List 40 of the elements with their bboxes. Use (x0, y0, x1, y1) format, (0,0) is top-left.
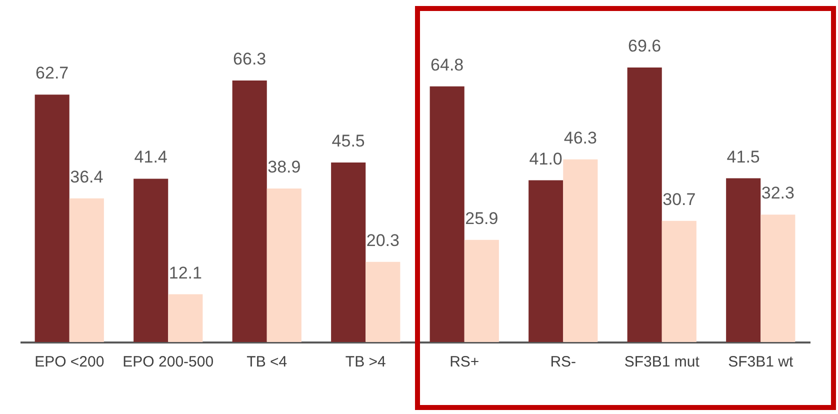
data-label: 25.9 (465, 208, 498, 228)
bar (627, 67, 662, 342)
bar (528, 180, 564, 342)
x-tick-label: EPO 200-500 (122, 354, 214, 370)
data-label: 30.7 (662, 190, 696, 209)
data-label: 66.3 (233, 49, 266, 68)
data-label: 62.7 (36, 64, 69, 83)
x-tick-label: RS+ (450, 354, 480, 370)
x-tick-label: EPO <200 (34, 354, 104, 370)
data-label: 12.1 (168, 263, 202, 282)
data-label: 45.5 (332, 132, 365, 151)
data-label: 41.5 (726, 147, 760, 166)
x-tick-label: TB >4 (345, 354, 386, 370)
x-tick-label: RS- (550, 354, 576, 370)
bar (662, 220, 696, 342)
data-label: 38.9 (268, 158, 301, 177)
bar (34, 94, 70, 342)
bar (464, 240, 499, 342)
bar (331, 162, 366, 342)
bar (563, 159, 598, 342)
bar (168, 294, 203, 342)
bar (726, 178, 761, 342)
data-label: 41.0 (529, 149, 562, 168)
data-label: 69.6 (628, 36, 662, 56)
data-label: 41.4 (134, 148, 168, 167)
x-tick-label: TB <4 (246, 354, 288, 370)
data-label: 20.3 (366, 230, 400, 250)
data-label: 46.3 (564, 128, 597, 148)
bar (366, 262, 400, 342)
data-label: 36.4 (70, 167, 104, 186)
bar (266, 188, 302, 342)
bar (760, 214, 796, 342)
x-tick-label: SF3B1 wt (728, 354, 794, 370)
bar (134, 178, 168, 342)
bar (232, 80, 267, 342)
bar (69, 198, 104, 342)
x-tick-label: SF3B1 mut (624, 354, 700, 370)
bar (430, 86, 464, 342)
data-label: 32.3 (761, 184, 794, 203)
data-label: 64.8 (430, 55, 464, 74)
